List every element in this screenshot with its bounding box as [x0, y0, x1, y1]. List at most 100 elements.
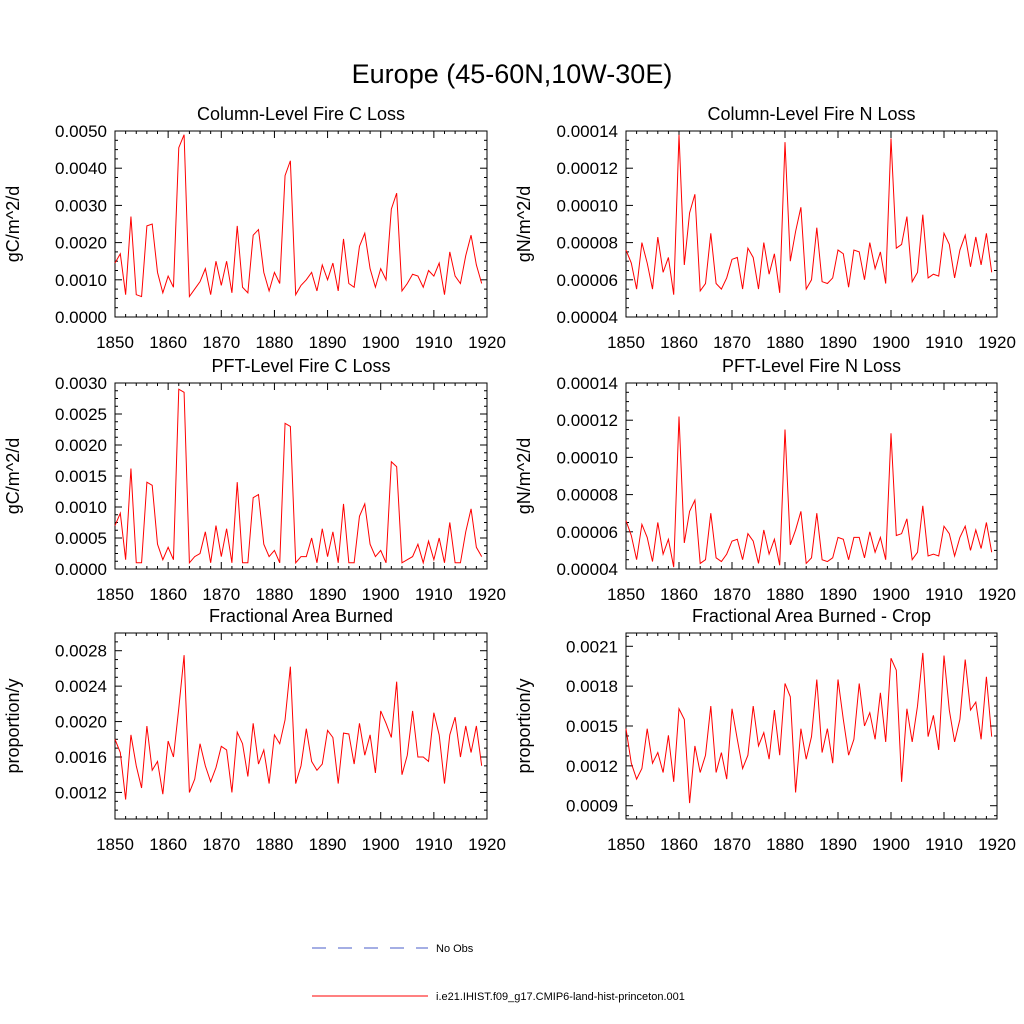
- panel-title: Column-Level Fire N Loss: [707, 104, 915, 124]
- x-tick-label: 1890: [819, 835, 857, 854]
- x-tick-label: 1880: [766, 333, 804, 352]
- x-tick-label: 1880: [256, 333, 294, 352]
- panel-title: PFT-Level Fire N Loss: [722, 356, 901, 376]
- x-tick-label: 1920: [978, 333, 1016, 352]
- series-line: [114, 388, 483, 565]
- x-tick-label: 1860: [660, 333, 698, 352]
- figure-title: Europe (45-60N,10W-30E): [352, 59, 673, 89]
- plot-frame: [114, 632, 488, 820]
- series-line: [625, 134, 993, 295]
- legend: No Obs i.e21.IHIST.f09_g17.CMIP6-land-hi…: [312, 943, 685, 1003]
- y-axis-label: gN/m^2/d: [514, 186, 534, 262]
- legend-label-model: i.e21.IHIST.f09_g17.CMIP6-land-hist-prin…: [436, 991, 685, 1003]
- y-tick-label: 0.00010: [557, 196, 618, 215]
- x-tick-label: 1870: [713, 333, 751, 352]
- x-tick-label: 1910: [415, 835, 453, 854]
- plot-frame: [625, 130, 998, 318]
- y-tick-label: 0.0030: [55, 374, 107, 393]
- y-tick-label: 0.0005: [55, 529, 107, 548]
- panels: 1850 1860 1870 1880 1890 1900 1910 1920 0.0000 0.…: [3, 104, 1016, 854]
- y-tick-label: 0.0012: [566, 757, 618, 776]
- x-tick-label: 1870: [713, 835, 751, 854]
- x-tick-label: 1910: [925, 835, 963, 854]
- chart-panel-1: 1850 1860 1870 1880 1890 1900 1910 1920 0.0000 0.…: [3, 104, 506, 352]
- y-tick-label: 0.0025: [55, 405, 107, 424]
- x-tick-label: 1860: [149, 585, 187, 604]
- plot-frame: [114, 130, 488, 318]
- y-tick-label: 0.0050: [55, 122, 107, 141]
- y-axis-label: gC/m^2/d: [3, 438, 23, 514]
- y-tick-label: 0.00006: [557, 271, 618, 290]
- x-tick-label: 1880: [256, 585, 294, 604]
- y-tick-label: 0.00008: [557, 486, 618, 505]
- x-tick-label: 1890: [819, 585, 857, 604]
- y-tick-label: 0.0020: [55, 234, 107, 253]
- y-tick-label: 0.00004: [557, 308, 618, 327]
- x-tick-label: 1850: [607, 585, 645, 604]
- chart-panel-5: 1850 1860 1870 1880 1890 1900 1910 1920 0.0012 0.…: [3, 606, 506, 854]
- x-tick-label: 1890: [309, 585, 347, 604]
- x-tick-label: 1880: [766, 835, 804, 854]
- series-line: [114, 134, 483, 299]
- x-tick-label: 1890: [309, 835, 347, 854]
- x-tick-label: 1900: [362, 835, 400, 854]
- x-tick-label: 1850: [96, 585, 134, 604]
- y-tick-label: 0.00014: [557, 374, 618, 393]
- y-tick-label: 0.0015: [566, 717, 618, 736]
- y-tick-label: 0.00004: [557, 560, 618, 579]
- x-tick-label: 1910: [415, 585, 453, 604]
- x-tick-label: 1870: [713, 585, 751, 604]
- x-tick-label: 1920: [468, 835, 506, 854]
- x-tick-label: 1870: [202, 333, 240, 352]
- series-line: [625, 416, 993, 568]
- y-tick-label: 0.0040: [55, 159, 107, 178]
- y-axis-label: gN/m^2/d: [514, 438, 534, 514]
- chart-panel-6: 1850 1860 1870 1880 1890 1900 1910 1920 0.0009 0.…: [514, 606, 1016, 854]
- y-tick-label: 0.0030: [55, 196, 107, 215]
- y-tick-label: 0.00008: [557, 234, 618, 253]
- plot-frame: [625, 632, 998, 820]
- x-tick-label: 1870: [202, 835, 240, 854]
- panel-title: PFT-Level Fire C Loss: [211, 356, 390, 376]
- y-tick-label: 0.0020: [55, 436, 107, 455]
- x-tick-label: 1850: [607, 333, 645, 352]
- x-tick-label: 1860: [149, 835, 187, 854]
- x-tick-label: 1910: [925, 585, 963, 604]
- x-tick-label: 1900: [872, 333, 910, 352]
- x-tick-label: 1900: [362, 333, 400, 352]
- panel-title: Fractional Area Burned - Crop: [692, 606, 931, 626]
- y-tick-label: 0.00006: [557, 523, 618, 542]
- x-tick-label: 1860: [149, 333, 187, 352]
- x-tick-label: 1920: [978, 585, 1016, 604]
- x-tick-label: 1870: [202, 585, 240, 604]
- legend-label-no-obs: No Obs: [436, 943, 474, 955]
- y-tick-label: 0.0024: [55, 677, 107, 696]
- panel-title: Column-Level Fire C Loss: [197, 104, 405, 124]
- y-axis-label: proportion/y: [3, 678, 23, 773]
- y-tick-label: 0.00014: [557, 122, 618, 141]
- y-tick-label: 0.00010: [557, 448, 618, 467]
- y-tick-label: 0.0010: [55, 498, 107, 517]
- x-tick-label: 1900: [362, 585, 400, 604]
- x-tick-label: 1850: [96, 333, 134, 352]
- x-tick-label: 1850: [607, 835, 645, 854]
- x-tick-label: 1880: [766, 585, 804, 604]
- x-tick-label: 1900: [872, 585, 910, 604]
- y-tick-label: 0.0012: [55, 783, 107, 802]
- x-tick-label: 1880: [256, 835, 294, 854]
- x-tick-label: 1920: [468, 333, 506, 352]
- y-tick-label: 0.0009: [566, 797, 618, 816]
- y-tick-label: 0.0015: [55, 467, 107, 486]
- chart-panel-4: 1850 1860 1870 1880 1890 1900 1910 1920 0.00004 0…: [514, 356, 1016, 604]
- y-tick-label: 0.00012: [557, 159, 618, 178]
- y-tick-label: 0.0021: [566, 637, 618, 656]
- series-line: [114, 655, 483, 800]
- x-tick-label: 1890: [309, 333, 347, 352]
- x-tick-label: 1860: [660, 585, 698, 604]
- y-tick-label: 0.00012: [557, 411, 618, 430]
- y-axis-label: gC/m^2/d: [3, 186, 23, 262]
- y-tick-label: 0.0028: [55, 642, 107, 661]
- y-tick-label: 0.0000: [55, 308, 107, 327]
- y-tick-label: 0.0020: [55, 713, 107, 732]
